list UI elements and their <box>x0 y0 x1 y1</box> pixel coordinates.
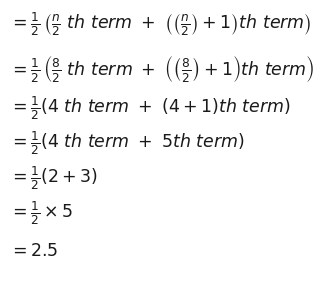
Text: $= \frac{1}{2}\times 5$: $= \frac{1}{2}\times 5$ <box>9 200 73 227</box>
Text: $= \frac{1}{2}\left(4\ \mathit{th\ term}\ +\ \left(4+1\right)\mathit{th\ term}\r: $= \frac{1}{2}\left(4\ \mathit{th\ term}… <box>9 94 291 122</box>
Text: $= \frac{1}{2}\left(4\ \mathit{th\ term}\ +\ 5\mathit{th\ term}\right)$: $= \frac{1}{2}\left(4\ \mathit{th\ term}… <box>9 130 245 157</box>
Text: $= \frac{1}{2}\,\left(\frac{n}{2}\ \mathit{th\ term}\ +\ \left(\left(\frac{n}{2}: $= \frac{1}{2}\,\left(\frac{n}{2}\ \math… <box>9 10 312 38</box>
Text: $= 2.5$: $= 2.5$ <box>9 243 59 260</box>
Text: $= \frac{1}{2}\left(2+3\right)$: $= \frac{1}{2}\left(2+3\right)$ <box>9 165 98 192</box>
Text: $= \frac{1}{2}\,\left(\frac{8}{2}\ \mathit{th\ term}\ +\ \left(\left(\frac{8}{2}: $= \frac{1}{2}\,\left(\frac{8}{2}\ \math… <box>9 54 315 84</box>
